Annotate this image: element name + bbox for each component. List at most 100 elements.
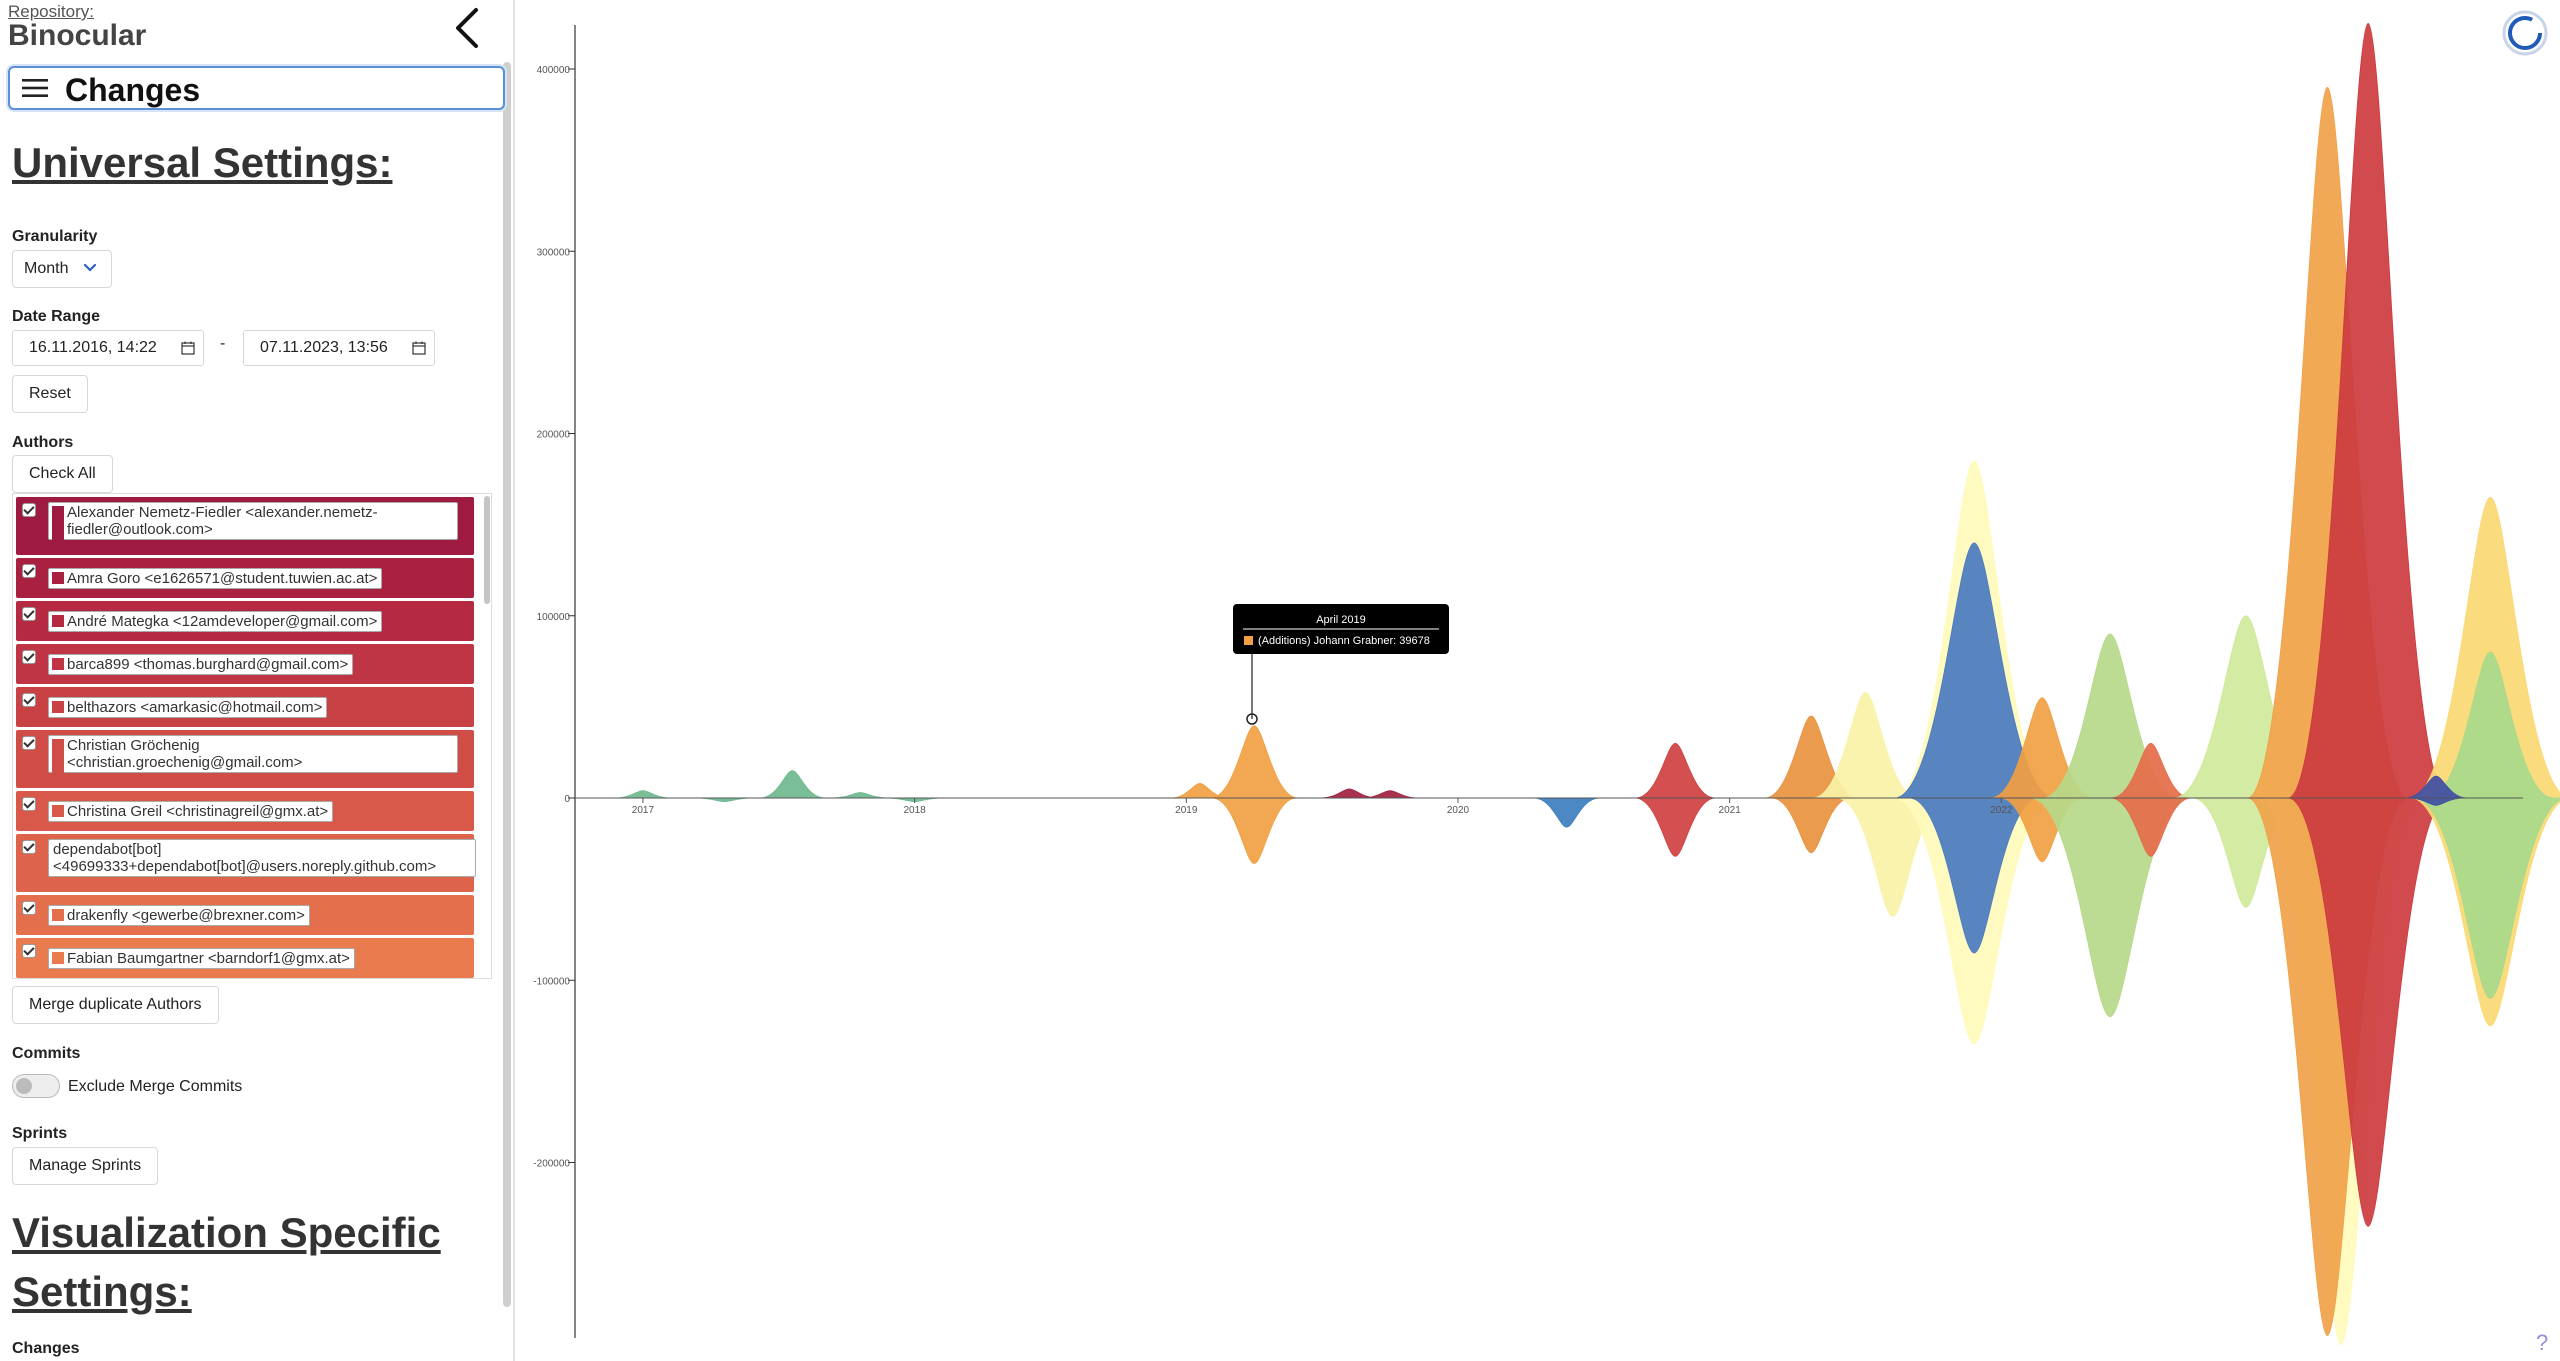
author-checkbox[interactable] <box>22 840 36 854</box>
stream-area[interactable] <box>2410 496 2560 799</box>
author-label: André Mategka <12amdeveloper@gmail.com> <box>48 611 383 632</box>
date-from-input[interactable]: 16.11.2016, 14:22 <box>12 330 204 366</box>
author-color-swatch[interactable] <box>52 615 64 627</box>
author-checkbox[interactable] <box>22 901 36 915</box>
collapse-sidebar-chevron-icon[interactable] <box>448 6 488 50</box>
visualization-settings-heading-line1: Visualization Specific <box>12 1209 441 1256</box>
author-color-swatch[interactable] <box>52 506 64 544</box>
stream-area[interactable] <box>2413 797 2560 999</box>
stream-area[interactable] <box>2427 651 2554 799</box>
author-color-swatch[interactable] <box>52 952 64 964</box>
author-name: barca899 <thomas.burghard@gmail.com> <box>67 656 349 673</box>
sidebar-scrollbar[interactable] <box>503 62 511 1307</box>
author-row[interactable]: drakenfly <gewerbe@brexner.com> <box>16 895 474 935</box>
stream-area[interactable] <box>695 797 754 803</box>
stream-area[interactable] <box>831 792 890 799</box>
y-tick-label: 200000 <box>537 430 571 441</box>
y-tick-label: 400000 <box>537 65 571 76</box>
author-email: fiedler@outlook.com> <box>67 521 213 538</box>
calendar-icon[interactable] <box>181 341 195 355</box>
author-row[interactable]: Christian Gröchenig <christian.groechenig… <box>16 730 474 788</box>
author-color-swatch[interactable] <box>52 658 64 670</box>
author-label: Alexander Nemetz-Fiedler <alexander.neme… <box>48 502 458 544</box>
reset-button[interactable]: Reset <box>12 375 88 413</box>
exclude-merge-commits-toggle[interactable] <box>12 1074 60 1098</box>
stream-area[interactable] <box>759 770 825 799</box>
stream-area[interactable] <box>1634 797 1716 857</box>
author-color-swatch[interactable] <box>52 805 64 817</box>
author-color-swatch[interactable] <box>52 909 64 921</box>
stream-area[interactable] <box>2407 797 2465 806</box>
y-tick-label: -100000 <box>533 976 570 987</box>
author-name: André Mategka <12amdeveloper@gmail.com> <box>67 613 378 630</box>
author-row[interactable]: Alexander Nemetz-Fiedler <alexander.neme… <box>16 497 474 555</box>
visualization-selector[interactable]: Changes <box>8 66 505 110</box>
granularity-select[interactable]: Month <box>12 250 112 288</box>
stream-area[interactable] <box>2404 775 2468 799</box>
stream-area[interactable] <box>1320 788 1379 799</box>
help-icon[interactable]: ? <box>2536 1330 2549 1355</box>
date-to-value: 07.11.2023, 13:56 <box>260 339 388 356</box>
sprints-label: Sprints <box>12 1125 68 1142</box>
stream-area[interactable] <box>1812 691 1919 799</box>
x-tick-label: 2021 <box>1719 805 1742 816</box>
stream-area[interactable] <box>1771 797 1851 854</box>
stream-area[interactable] <box>2110 797 2192 857</box>
author-checkbox[interactable] <box>22 797 36 811</box>
universal-settings-heading: Universal Settings: <box>12 139 393 186</box>
y-tick-label: 300000 <box>537 247 571 258</box>
hamburger-menu-icon[interactable] <box>22 78 48 98</box>
authors-label: Authors <box>12 434 74 451</box>
author-label: barca899 <thomas.burghard@gmail.com> <box>48 654 354 675</box>
author-row[interactable]: barca899 <thomas.burghard@gmail.com> <box>16 644 474 684</box>
repository-label[interactable]: Repository: <box>8 2 94 21</box>
stream-area[interactable] <box>614 790 672 799</box>
tooltip-title: April 2019 <box>1316 614 1366 626</box>
x-axis-ticks: 2017 2018 2019 2020 2021 2022 <box>632 798 2013 816</box>
author-row[interactable]: Fabian Baumgartner <barndorf1@gmx.at> <box>16 938 474 978</box>
author-name: Amra Goro <e1626571@student.tuwien.ac.at… <box>67 570 378 587</box>
stream-area[interactable] <box>1211 797 1297 865</box>
author-checkbox[interactable] <box>22 564 36 578</box>
stream-area[interactable] <box>2111 742 2191 799</box>
stream-area[interactable] <box>1361 790 1419 799</box>
commits-label: Commits <box>12 1045 81 1062</box>
tooltip-anchor-point <box>1246 713 1258 725</box>
author-row[interactable]: dependabot[bot] <49699333+dependabot[bot]… <box>16 834 476 892</box>
author-color-swatch[interactable] <box>52 572 64 584</box>
author-row[interactable]: André Mategka <12amdeveloper@gmail.com> <box>16 601 474 641</box>
author-list-scrollbar[interactable] <box>484 496 490 604</box>
date-to-input[interactable]: 07.11.2023, 13:56 <box>243 330 435 366</box>
stream-area[interactable] <box>1533 797 1600 828</box>
visualization-settings-heading-line2: Settings: <box>12 1268 192 1315</box>
stream-area[interactable] <box>2288 23 2449 799</box>
merge-duplicate-authors-button[interactable]: Merge duplicate Authors <box>12 986 219 1024</box>
author-color-swatch[interactable] <box>52 739 64 777</box>
author-checkbox[interactable] <box>22 503 36 517</box>
author-name: Alexander Nemetz-Fiedler <alexander.neme… <box>67 504 378 521</box>
granularity-value: Month <box>24 260 69 277</box>
x-tick-label: 2020 <box>1447 805 1470 816</box>
author-label: Christian Gröchenig <christian.groechenig… <box>48 735 458 777</box>
author-checkbox[interactable] <box>22 944 36 958</box>
author-row[interactable]: Amra Goro <e1626571@student.tuwien.ac.at… <box>16 558 474 598</box>
loading-spinner-icon[interactable] <box>2500 8 2550 58</box>
author-checkbox[interactable] <box>22 607 36 621</box>
y-tick-label: -200000 <box>533 1159 570 1170</box>
stream-area[interactable] <box>1210 725 1299 799</box>
author-row[interactable]: Christina Greil <christinagreil@gmx.at> <box>16 791 474 831</box>
calendar-icon[interactable] <box>412 341 426 355</box>
manage-sprints-button[interactable]: Manage Sprints <box>12 1147 159 1185</box>
changes-streamgraph[interactable]: 4000003000002000001000000-100000-200000 … <box>513 0 2560 1361</box>
author-checkbox[interactable] <box>22 736 36 750</box>
author-list[interactable]: Alexander Nemetz-Fiedler <alexander.neme… <box>12 493 492 979</box>
stream-area[interactable] <box>2288 797 2449 1227</box>
stream-area[interactable] <box>1908 797 2040 954</box>
check-all-button[interactable]: Check All <box>12 455 113 493</box>
author-color-swatch[interactable] <box>52 701 64 713</box>
author-row[interactable]: belthazors <amarkasic@hotmail.com> <box>16 687 474 727</box>
author-checkbox[interactable] <box>22 650 36 664</box>
stream-area[interactable] <box>1635 742 1715 799</box>
author-checkbox[interactable] <box>22 693 36 707</box>
y-tick-label: 0 <box>564 794 570 805</box>
